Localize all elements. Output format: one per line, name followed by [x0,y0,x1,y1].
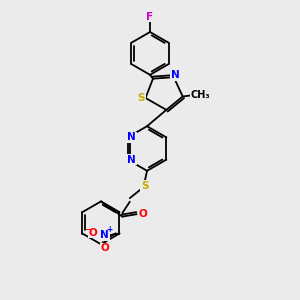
Text: N: N [100,230,109,240]
Text: N: N [127,132,136,142]
Text: O: O [89,228,98,238]
Text: CH₃: CH₃ [191,90,210,100]
Text: +: + [106,225,112,234]
Text: O: O [139,209,148,219]
Text: N: N [171,70,179,80]
Text: S: S [138,93,145,103]
Text: F: F [146,11,154,22]
Text: O: O [101,243,110,254]
Text: −: − [85,225,92,234]
Text: S: S [141,181,148,191]
Text: N: N [127,155,136,165]
